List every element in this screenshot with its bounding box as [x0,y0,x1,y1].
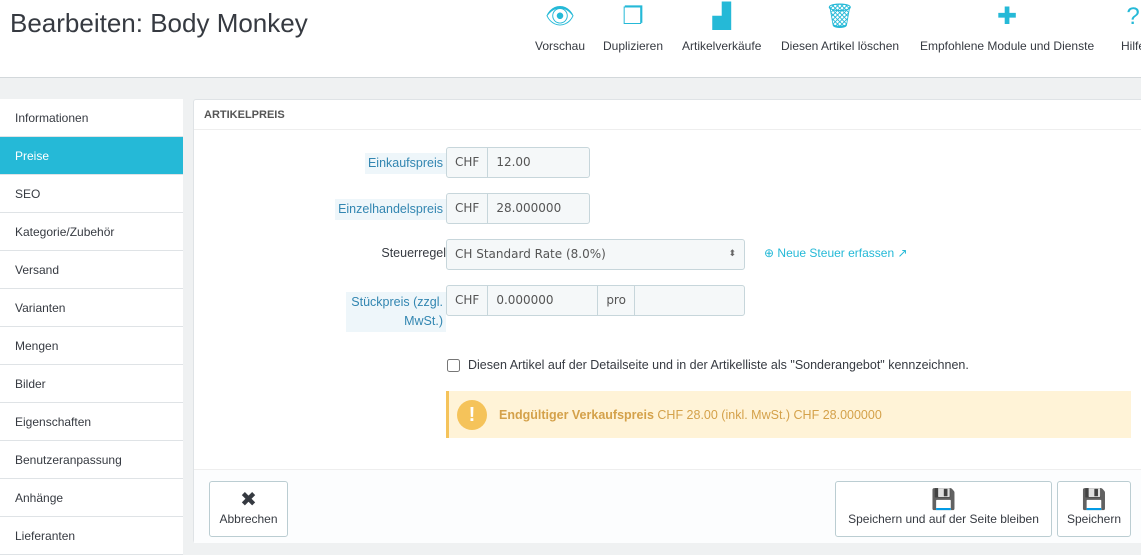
plus-circle-icon: ⊕ [764,246,775,260]
sidebar-item-benutzeranpassung[interactable]: Benutzeranpassung [0,441,183,479]
sidebar-item-preise[interactable]: Preise [0,137,183,175]
cancel-button[interactable]: ✖ Abbrechen [209,481,288,537]
new-tax-link[interactable]: ⊕ Neue Steuer erfassen ↗ [764,246,908,260]
currency-addon: CHF [447,148,489,177]
bar-chart-icon: ▟ [712,3,731,30]
eye-icon: 👁 [544,3,576,30]
delete-button[interactable]: 🗑 Diesen Artikel löschen [781,3,900,53]
sidebar-item-versand[interactable]: Versand [0,251,183,289]
final-price-alert: ! Endgültiger Verkaufspreis CHF 28.00 (i… [446,391,1131,438]
page-title: Bearbeiten: Body Monkey [10,8,308,38]
sidebar-item-mengen[interactable]: Mengen [0,327,183,365]
per-addon: pro [598,286,635,315]
sidebar-item-informationen[interactable]: Informationen [0,99,183,137]
sales-button[interactable]: ▟ Artikelverkäufe [682,3,762,53]
save-button[interactable]: 💾 Speichern [1057,481,1131,537]
warning-icon: ! [457,399,487,430]
modules-button[interactable]: ✚ Empfohlene Module und Dienste [920,3,1095,53]
sidebar-item-anhaenge[interactable]: Anhänge [0,479,183,517]
special-offer-checkbox-row[interactable]: Diesen Artikel auf der Detailseite und i… [447,358,969,372]
sidebar-item-kategorie[interactable]: Kategorie/Zubehör [0,213,183,251]
currency-addon: CHF [447,194,489,223]
puzzle-icon: ✚ [997,3,1018,30]
sidebar-item-bilder[interactable]: Bilder [0,365,183,403]
unit-price-input[interactable]: 0.000000 [488,286,599,315]
select-arrows-icon: ⬍ [728,249,736,259]
trash-icon: 🗑 [824,3,856,30]
retail-price-input[interactable]: 28.000000 [496,201,562,215]
page-header: Bearbeiten: Body Monkey 👁 Vorschau ❐ Dupli… [0,0,1141,78]
close-icon: ✖ [240,489,257,511]
sidebar: Informationen Preise SEO Kategorie/Zubeh… [0,99,183,555]
preview-button[interactable]: 👁 Vorschau [535,3,586,53]
help-button[interactable]: ?Hilfe [1121,2,1141,53]
wholesale-price-input[interactable]: 12.00 [496,155,531,169]
price-panel: ARTIKELPREIS Einkaufspreis CHF 12.00 Ein… [193,99,1141,543]
wholesale-price-group: CHF 12.00 [446,147,590,178]
save-and-stay-button[interactable]: 💾 Speichern und auf der Seite bleiben [835,481,1052,537]
help-icon: ? [1126,3,1140,30]
alert-strong: Endgültiger Verkaufspreis [499,407,654,422]
retail-price-group: CHF 28.000000 [446,193,590,224]
external-link-icon: ↗ [897,246,908,260]
panel-heading: ARTIKELPREIS [194,100,1141,130]
tax-label: Steuerregel [381,246,446,260]
sidebar-item-seo[interactable]: SEO [0,175,183,213]
tax-rule-select[interactable]: CH Standard Rate (8.0%) ⬍ [446,239,745,270]
wholesale-label: Einkaufspreis [364,153,446,174]
sidebar-item-varianten[interactable]: Varianten [0,289,183,327]
duplicate-button[interactable]: ❐ Duplizieren [603,3,664,53]
currency-addon: CHF [447,286,489,315]
special-offer-checkbox[interactable] [447,358,460,372]
unit-price-group: CHF 0.000000 pro [446,285,745,316]
alert-text: CHF 28.00 (inkl. MwSt.) CHF 28.000000 [653,407,882,422]
sidebar-item-lieferanten[interactable]: Lieferanten [0,517,183,555]
retail-label: Einzelhandelspreis [335,199,446,220]
sidebar-item-eigenschaften[interactable]: Eigenschaften [0,403,183,441]
panel-footer: ✖ Abbrechen 💾 Speichern und auf der Seite … [194,469,1141,543]
unit-price-label: Stückpreis (zzgl. MwSt.) [346,292,446,332]
tax-rule-value: CH Standard Rate (8.0%) [455,247,606,261]
save-icon: 💾 [931,489,956,511]
unit-input[interactable] [635,286,744,315]
duplicate-icon: ❐ [622,3,644,30]
save-icon: 💾 [1081,489,1107,511]
